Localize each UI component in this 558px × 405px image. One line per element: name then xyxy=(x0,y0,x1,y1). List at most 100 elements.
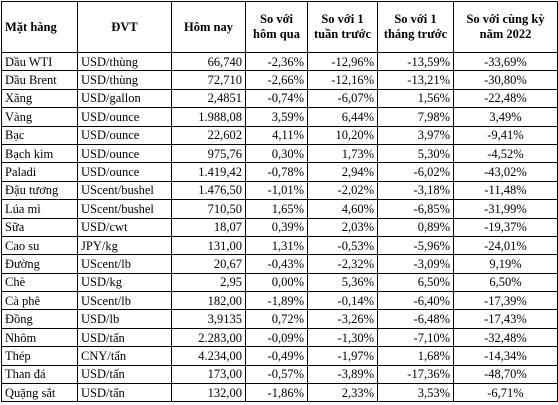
change-vs-week: 5,36% xyxy=(307,272,378,293)
change-vs-week: -2,02% xyxy=(307,180,378,201)
table-row: Dầu Brent USD/thùng 72,710 -2,66% -12,16% -13… xyxy=(1,70,558,90)
change-vs-week: 2,33% xyxy=(307,383,378,403)
table-row: Xăng USD/gallon 2,4851 -0,74% -6,07% 1,56% -22… xyxy=(1,88,558,109)
change-vs-2022: -30,80% xyxy=(453,70,558,90)
today-price: 182,00 xyxy=(171,291,246,311)
table-row: Cao su JPY/kg 131,00 1,31% -0,53% -5,96% -24,0… xyxy=(1,235,558,256)
change-vs-2022: 9,19% xyxy=(453,254,558,274)
change-vs-2022: -33,69% xyxy=(453,51,558,72)
change-vs-2022: 3,49% xyxy=(453,107,558,127)
unit-cell: USD/lb xyxy=(77,309,172,329)
today-price: 173,00 xyxy=(171,364,246,385)
change-vs-month: -7,10% xyxy=(377,327,454,348)
unit-cell: UScent/lb xyxy=(77,254,172,274)
commodity-name: Chè xyxy=(1,272,78,293)
change-vs-month: -17,36% xyxy=(377,364,454,385)
change-vs-2022: -4,52% xyxy=(453,143,558,164)
change-vs-week: 4,60% xyxy=(307,199,378,219)
change-vs-2022: -6,71% xyxy=(453,383,558,403)
commodity-name: Đậu tương xyxy=(1,180,78,201)
today-price: 2.283,00 xyxy=(171,327,246,348)
change-vs-yesterday: 3,59% xyxy=(245,107,308,127)
today-price: 131,00 xyxy=(171,235,246,256)
table-row: Sữa USD/cwt 18,07 0,39% 2,03% 0,89% -19,37% xyxy=(1,217,558,237)
table-row: Bạc USD/ounce 22,602 4,11% 10,20% 3,97% -9,41% xyxy=(1,125,558,145)
unit-cell: USD/kg xyxy=(77,272,172,293)
unit-cell: USD/ounce xyxy=(77,143,172,164)
today-price: 2,95 xyxy=(171,272,246,293)
change-vs-month: 6,50% xyxy=(377,272,454,293)
change-vs-2022: -24,01% xyxy=(453,235,558,256)
today-price: 1.988,08 xyxy=(171,107,246,127)
unit-cell: UScent/bushel xyxy=(77,180,172,201)
change-vs-yesterday: -0,49% xyxy=(245,346,308,366)
header-vs-2022: So với cùng kỳ năm 2022 xyxy=(453,1,558,53)
table-row: Dầu WTI USD/thùng 66,740 -2,36% -12,96% -13,5… xyxy=(1,51,558,72)
commodity-name: Dầu Brent xyxy=(1,70,78,90)
commodity-name: Than đá xyxy=(1,364,78,385)
unit-cell: JPY/kg xyxy=(77,235,172,256)
table-row: Vàng USD/ounce 1.988,08 3,59% 6,44% 7,98% 3,49… xyxy=(1,107,558,127)
today-price: 66,740 xyxy=(171,51,246,72)
unit-cell: USD/tấn xyxy=(77,327,172,348)
unit-cell: USD/thùng xyxy=(77,70,172,90)
table-row: Đường UScent/lb 20,67 -0,43% -2,32% -3,09% 9,1… xyxy=(1,254,558,274)
change-vs-month: 0,89% xyxy=(377,217,454,237)
change-vs-yesterday: -0,43% xyxy=(245,254,308,274)
table-row: Cà phê UScent/lb 182,00 -1,89% -0,14% -6,40% -… xyxy=(1,291,558,311)
table-row: Đậu tương UScent/bushel 1.476,50 -1,01% -2,0… xyxy=(1,180,558,201)
commodity-name: Thép xyxy=(1,346,78,366)
table-row: Quặng sắt USD/tấn 132,00 -1,86% 2,33% 3,53% -6… xyxy=(1,383,558,403)
table-row: Chè USD/kg 2,95 0,00% 5,36% 6,50% 6,50% xyxy=(1,272,558,293)
header-commodity: Mặt hàng xyxy=(1,1,78,53)
change-vs-month: -5,96% xyxy=(377,235,454,256)
commodity-name: Quặng sắt xyxy=(1,383,78,403)
today-price: 2,4851 xyxy=(171,88,246,109)
commodity-name: Lúa mì xyxy=(1,199,78,219)
table-row: Lúa mì UScent/bushel 710,50 1,65% 4,60% -6,85… xyxy=(1,199,558,219)
header-vs-month: So với 1 tháng trước xyxy=(377,1,454,53)
table-row: Thép CNY/tấn 4.234,00 -0,49% -1,97% 1,68% -14,… xyxy=(1,346,558,366)
unit-cell: USD/gallon xyxy=(77,88,172,109)
change-vs-yesterday: -2,36% xyxy=(245,51,308,72)
change-vs-yesterday: 0,39% xyxy=(245,217,308,237)
unit-cell: UScent/lb xyxy=(77,291,172,311)
change-vs-2022: 6,50% xyxy=(453,272,558,293)
today-price: 3,9135 xyxy=(171,309,246,329)
commodity-name: Dầu WTI xyxy=(1,51,78,72)
change-vs-yesterday: -0,78% xyxy=(245,162,308,182)
commodity-name: Nhôm xyxy=(1,327,78,348)
unit-cell: UScent/bushel xyxy=(77,199,172,219)
today-price: 132,00 xyxy=(171,383,246,403)
commodity-name: Cao su xyxy=(1,235,78,256)
today-price: 18,07 xyxy=(171,217,246,237)
today-price: 1.419,42 xyxy=(171,162,246,182)
change-vs-yesterday: -0,09% xyxy=(245,327,308,348)
change-vs-2022: -32,48% xyxy=(453,327,558,348)
commodity-name: Bạch kim xyxy=(1,143,78,164)
change-vs-yesterday: -1,01% xyxy=(245,180,308,201)
change-vs-month: 3,97% xyxy=(377,125,454,145)
today-price: 4.234,00 xyxy=(171,346,246,366)
change-vs-yesterday: 1,31% xyxy=(245,235,308,256)
change-vs-week: -3,89% xyxy=(307,364,378,385)
today-price: 72,710 xyxy=(171,70,246,90)
change-vs-2022: -17,43% xyxy=(453,309,558,329)
header-today: Hôm nay xyxy=(171,1,246,53)
change-vs-week: -2,32% xyxy=(307,254,378,274)
change-vs-month: -3,09% xyxy=(377,254,454,274)
commodity-name: Paladi xyxy=(1,162,78,182)
change-vs-month: 1,56% xyxy=(377,88,454,109)
change-vs-week: -1,97% xyxy=(307,346,378,366)
change-vs-2022: -11,48% xyxy=(453,180,558,201)
unit-cell: USD/cwt xyxy=(77,217,172,237)
change-vs-2022: -31,99% xyxy=(453,199,558,219)
commodity-name: Đồng xyxy=(1,309,78,329)
change-vs-yesterday: 0,30% xyxy=(245,143,308,164)
change-vs-week: -0,53% xyxy=(307,235,378,256)
unit-cell: USD/ounce xyxy=(77,125,172,145)
header-row: Mặt hàng ĐVT Hôm nay So với hôm qua So v… xyxy=(1,1,558,53)
change-vs-month: -6,40% xyxy=(377,291,454,311)
unit-cell: USD/ounce xyxy=(77,107,172,127)
change-vs-month: 3,53% xyxy=(377,383,454,403)
